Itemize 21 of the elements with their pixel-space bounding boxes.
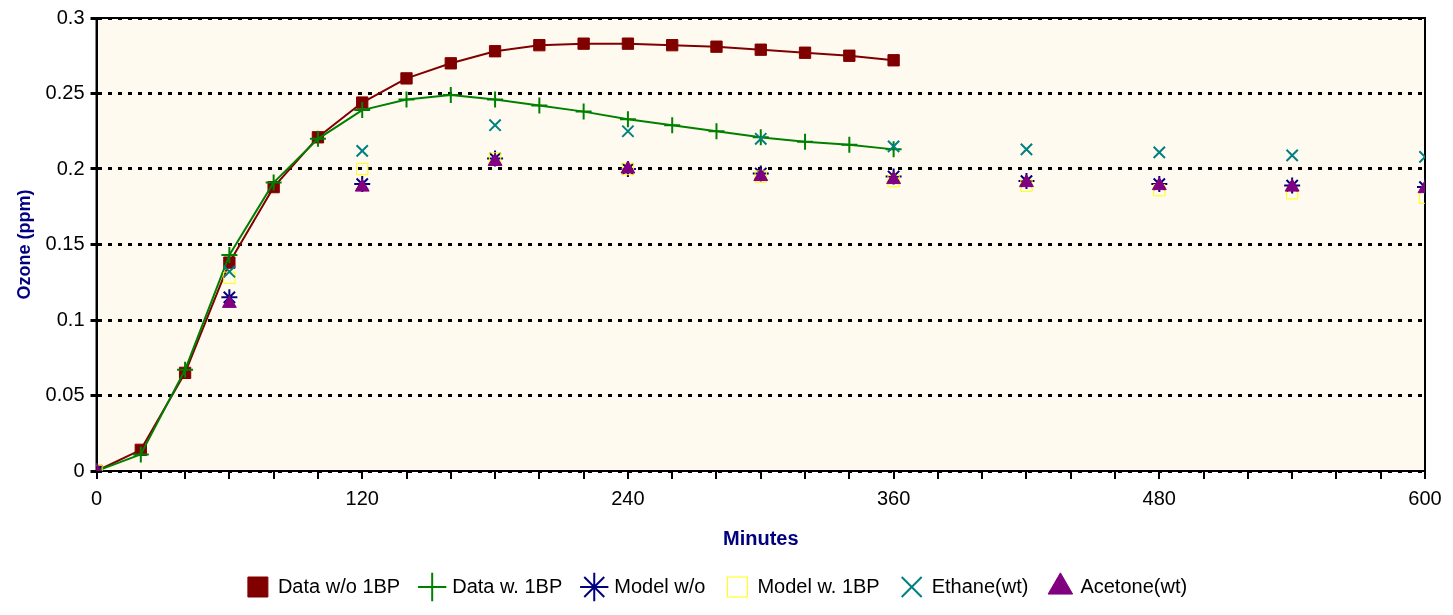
x-tick-label: 600 <box>1408 486 1442 509</box>
y-tick-label: 0.25 <box>45 81 85 104</box>
legend-label: Data w. 1BP <box>452 574 563 597</box>
x-tick-label: 0 <box>90 486 103 509</box>
y-tick-label: 0.2 <box>56 156 85 179</box>
legend-label: Data w/o 1BP <box>277 574 401 597</box>
y-axis-title: Ozone (ppm) <box>13 189 34 300</box>
x-tick-label: 480 <box>1142 486 1176 509</box>
y-tick-label: 0.05 <box>45 383 85 406</box>
legend-label: Model w/o <box>614 574 706 597</box>
x-axis-title: Minutes <box>722 526 799 549</box>
x-tick-label: 120 <box>345 486 379 509</box>
y-tick-label: 0.15 <box>45 232 85 255</box>
legend-label: Acetone(wt) <box>1080 574 1188 597</box>
legend-label: Model w. 1BP <box>757 574 880 597</box>
y-tick-label: 0 <box>73 458 85 481</box>
legend-label: Ethane(wt) <box>931 574 1029 597</box>
x-tick-label: 360 <box>876 486 911 509</box>
y-tick-label: 0.1 <box>56 307 85 330</box>
y-tick-label: 0.3 <box>56 5 85 28</box>
x-tick-label: 240 <box>611 486 645 509</box>
